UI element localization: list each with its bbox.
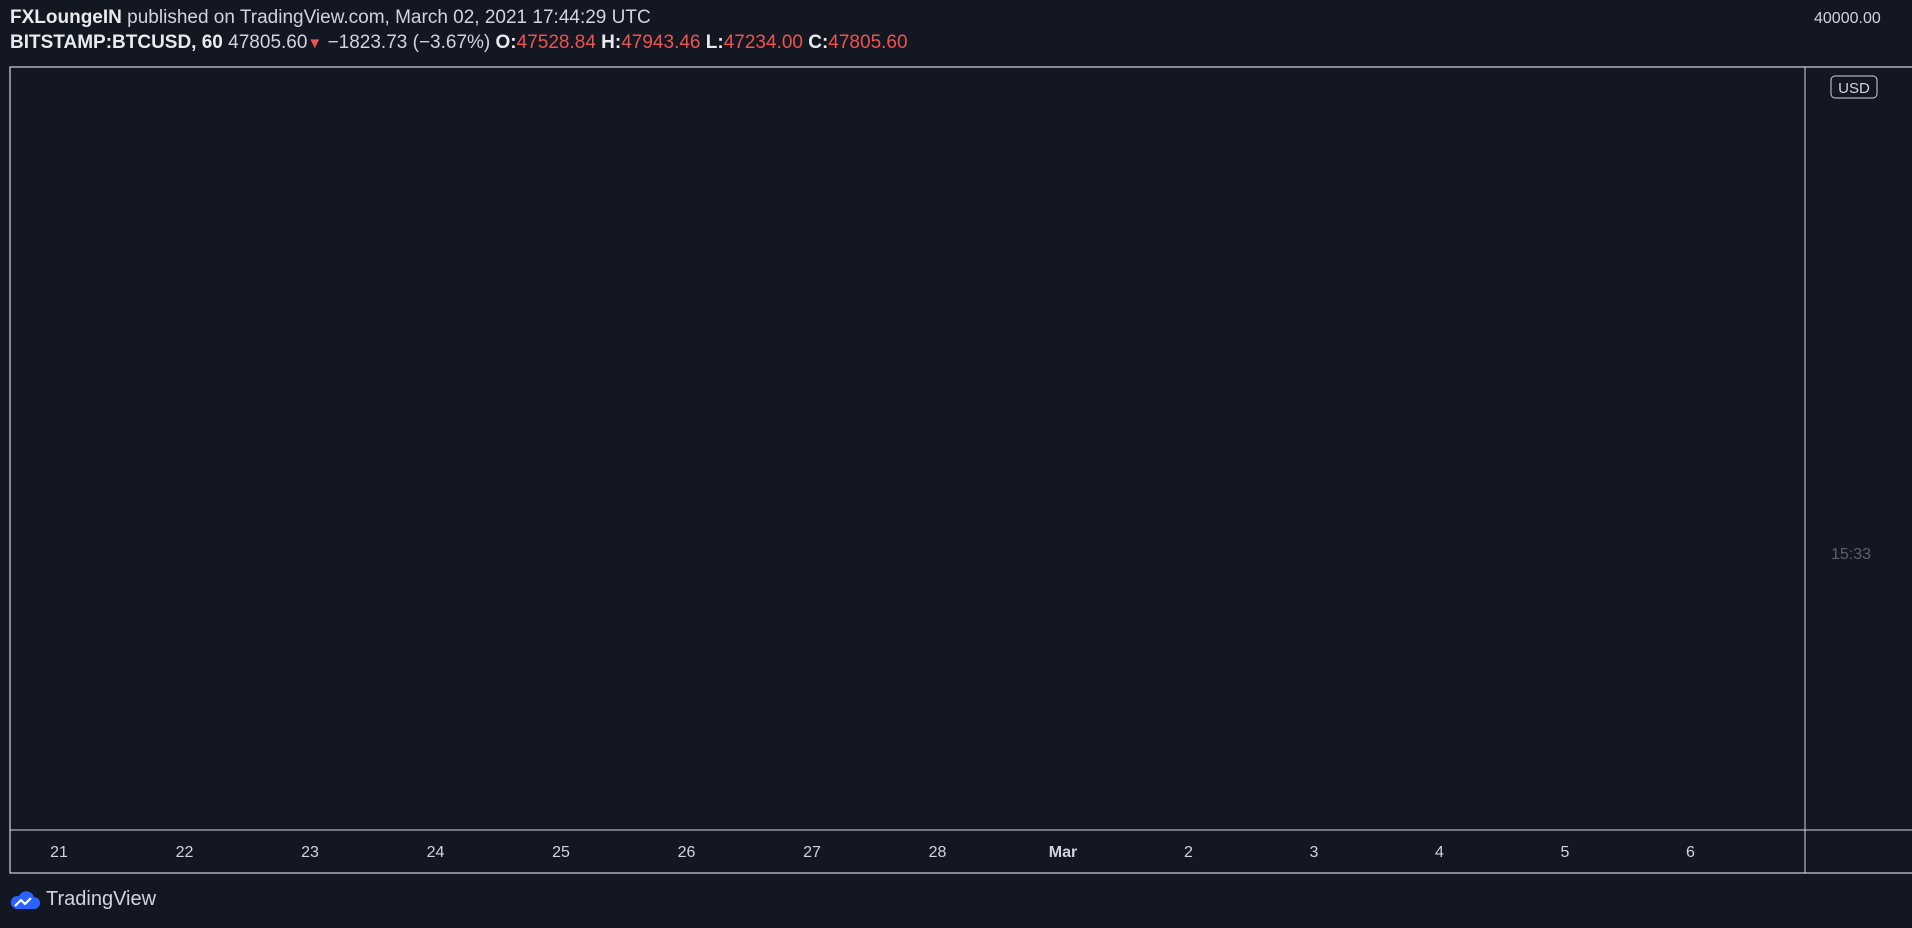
uptrend-line[interactable] — [1621, 53, 1816, 62]
time-axis-label: 4 — [1435, 844, 1444, 861]
open-label: O: — [495, 32, 517, 53]
high-value: 47943.46 — [621, 32, 701, 53]
time-axis-label: 6 — [1686, 844, 1695, 861]
price-axis-label: 40000.00 — [1814, 10, 1881, 27]
high-label: H: — [601, 32, 622, 53]
brand-name: TradingView — [46, 888, 157, 910]
time-axis-label: 26 — [678, 844, 696, 861]
time-axis-label: 5 — [1561, 844, 1570, 861]
symbol-name[interactable]: BITSTAMP:BTCUSD, 60 — [10, 32, 223, 53]
time-axis-label: 24 — [427, 844, 445, 861]
time-axis-label: 27 — [803, 844, 821, 861]
tradingview-cloud-icon — [10, 890, 40, 909]
currency-label: USD — [1838, 80, 1870, 97]
down-triangle-icon: ▼ — [307, 35, 323, 52]
last-price: 47805.60 — [228, 32, 308, 53]
countdown-timer: 15:33 — [1831, 546, 1871, 563]
currency-badge-box — [1830, 75, 1878, 99]
published-text: published on TradingView.com, March 02, … — [127, 7, 651, 28]
time-axis-label: 28 — [929, 844, 947, 861]
open-value: 47528.84 — [516, 32, 596, 53]
time-axis-label: 25 — [552, 844, 570, 861]
last-price-tag-value: 47805.60 — [1820, 527, 1887, 544]
time-axis-label: 2 — [1184, 844, 1193, 861]
close-value: 47805.60 — [828, 32, 908, 53]
symbol-legend: BITSTAMP:BTCUSD, 60 47805.60▼ −1823.73 (… — [10, 32, 908, 54]
time-axis-label: 3 — [1310, 844, 1319, 861]
price-change: −1823.73 (−3.67%) — [327, 32, 491, 53]
last-price-tag: 47805.60 15:33 — [1820, 527, 1887, 563]
publish-info: FXLoungeIN published on TradingView.com,… — [10, 7, 651, 29]
time-axis-label: 21 — [50, 844, 68, 861]
time-axis-label: Mar — [1049, 844, 1077, 861]
chart-frame — [9, 66, 1912, 874]
low-label: L: — [705, 32, 724, 53]
publisher-name[interactable]: FXLoungeIN — [10, 7, 122, 28]
close-label: C: — [808, 32, 829, 53]
low-value: 47234.00 — [723, 32, 803, 53]
time-axis-label: 23 — [301, 844, 319, 861]
currency-badge[interactable]: USD — [1830, 75, 1878, 99]
tradingview-brand[interactable]: TradingView — [10, 888, 156, 911]
time-axis-label: 22 — [176, 844, 194, 861]
